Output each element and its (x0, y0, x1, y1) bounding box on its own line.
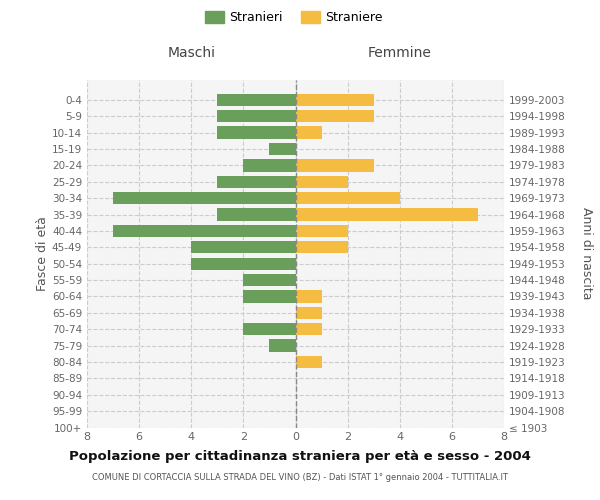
Bar (217, 94, 296, 106)
Bar (217, 208, 296, 220)
Bar (217, 110, 296, 122)
Bar (296, 159, 374, 172)
Y-axis label: Fasce di età: Fasce di età (36, 216, 49, 291)
Bar (191, 241, 296, 254)
Y-axis label: Anni di nascita: Anni di nascita (580, 208, 593, 300)
Bar (296, 208, 478, 220)
Bar (296, 323, 322, 336)
Bar (296, 306, 322, 319)
Bar (296, 356, 322, 368)
Bar (113, 192, 296, 204)
Text: COMUNE DI CORTACCIA SULLA STRADA DEL VINO (BZ) - Dati ISTAT 1° gennaio 2004 - TU: COMUNE DI CORTACCIA SULLA STRADA DEL VIN… (92, 472, 508, 482)
Text: Maschi: Maschi (167, 46, 215, 60)
Bar (217, 126, 296, 139)
Bar (296, 192, 400, 204)
Bar (296, 241, 347, 254)
Bar (244, 323, 296, 336)
Bar (244, 159, 296, 172)
Bar (296, 126, 322, 139)
Text: Femmine: Femmine (368, 46, 431, 60)
Bar (296, 290, 322, 302)
Bar (244, 274, 296, 286)
Bar (269, 143, 296, 155)
Legend: Stranieri, Straniere: Stranieri, Straniere (200, 6, 388, 29)
Bar (296, 176, 347, 188)
Bar (296, 110, 374, 122)
Bar (296, 225, 347, 237)
Bar (217, 176, 296, 188)
Bar (269, 340, 296, 351)
Bar (191, 258, 296, 270)
Bar (244, 290, 296, 302)
Text: Popolazione per cittadinanza straniera per età e sesso - 2004: Popolazione per cittadinanza straniera p… (69, 450, 531, 463)
Bar (296, 94, 374, 106)
Bar (113, 225, 296, 237)
